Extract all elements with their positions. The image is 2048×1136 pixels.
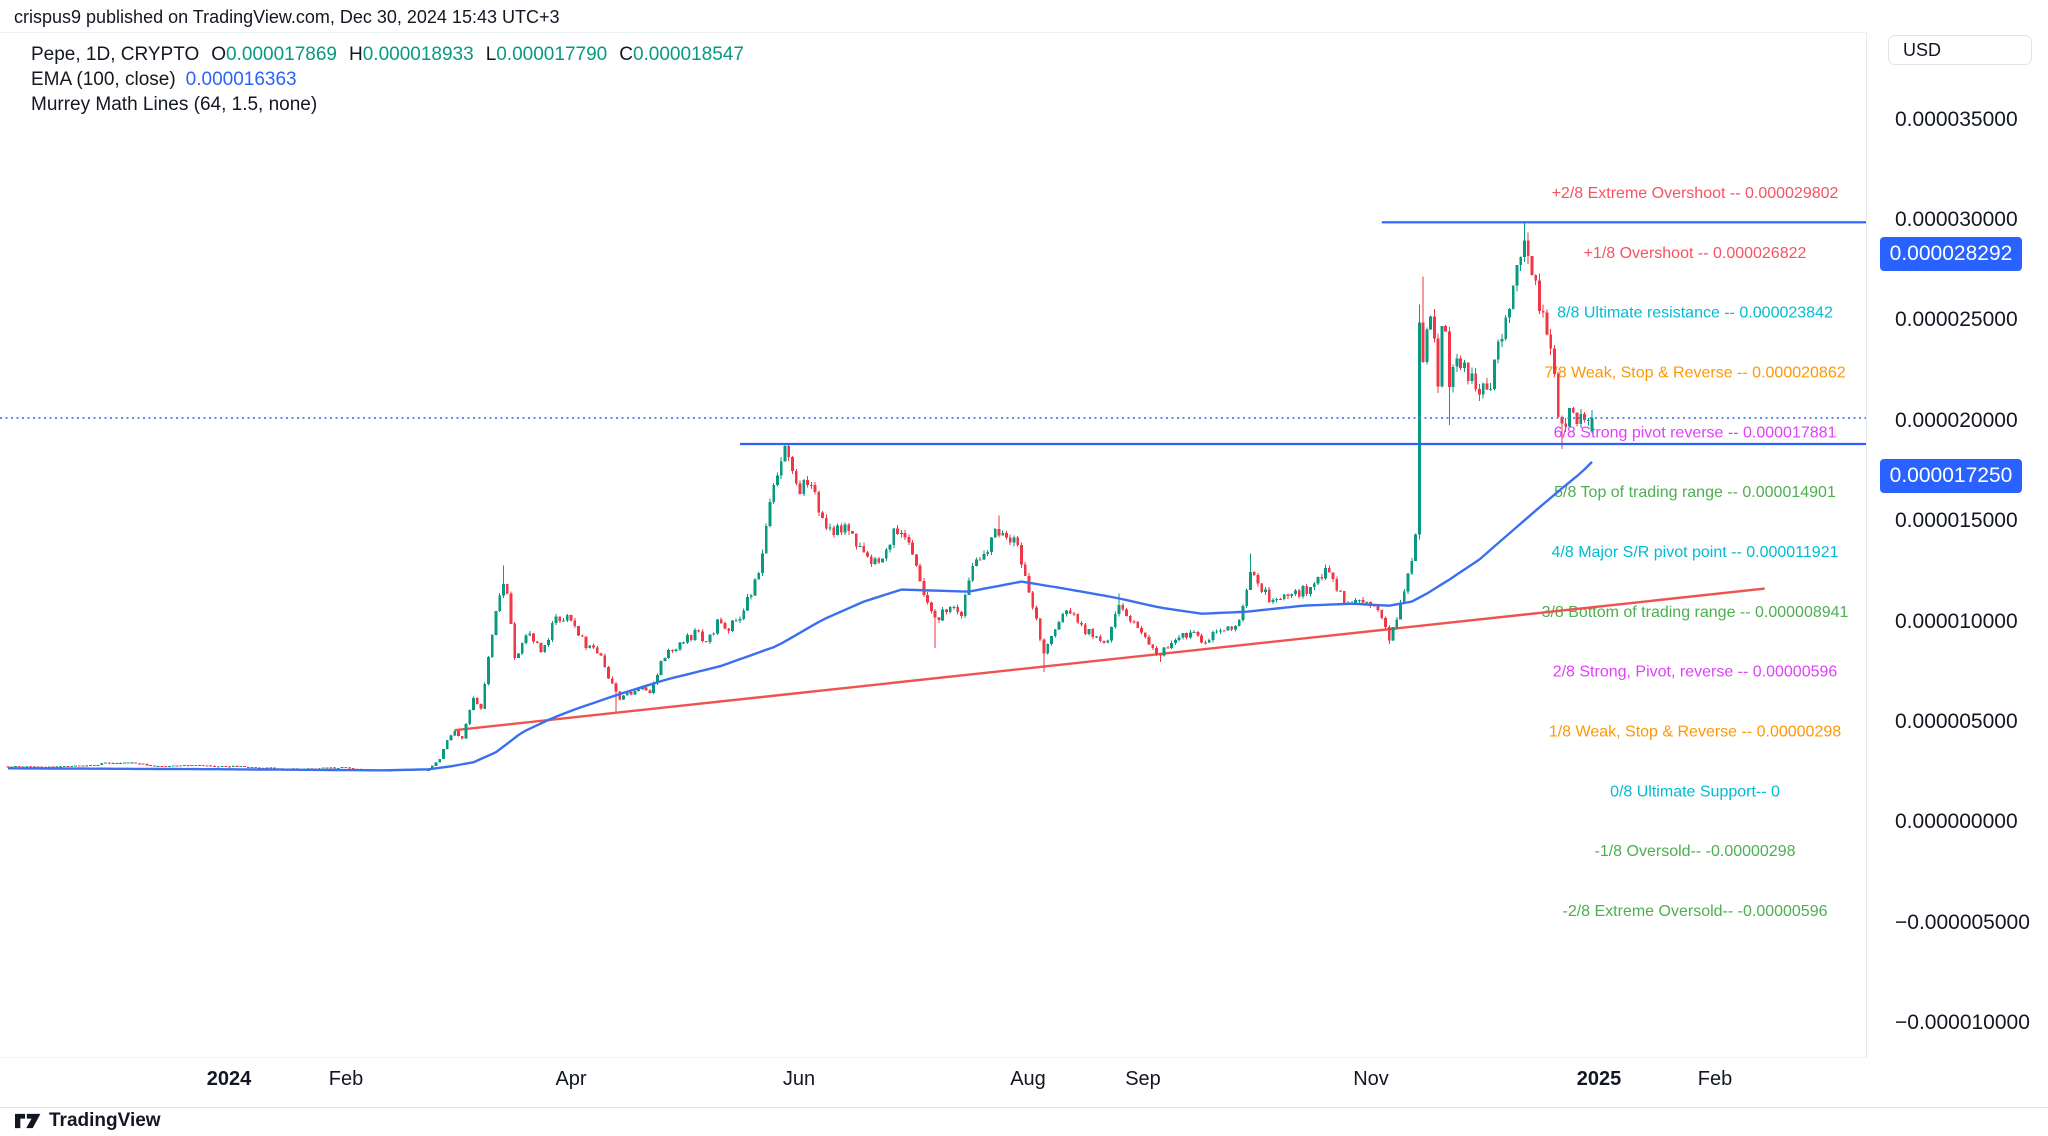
price-tick-label: 0.000005000 [1895, 710, 2018, 733]
price-tick-label: 0.000020000 [1895, 408, 2018, 432]
murrey-level-label: 5/8 Top of trading range -- 0.000014901 [1554, 484, 1836, 501]
time-axis-label: Feb [1697, 1068, 1733, 1090]
legend-ema-row: EMA (100, close) 0.000016363 [31, 67, 744, 92]
currency-text: USD [1903, 39, 1942, 60]
ohlc-key: C [619, 44, 633, 65]
legend-mml-row: Murrey Math Lines (64, 1.5, none) [31, 92, 744, 117]
murrey-level-label: -1/8 Oversold-- -0.00000298 [1595, 843, 1796, 860]
price-tick-label: −0.000005000 [1895, 910, 2030, 934]
ohlc-value: 0.000017869 [226, 44, 337, 65]
time-axis-label: Sep [1125, 1068, 1161, 1090]
time-axis-label: Aug [1010, 1068, 1046, 1090]
price-axis[interactable] [1867, 32, 2048, 1058]
time-axis-label: Feb [328, 1068, 364, 1090]
footer-divider [0, 1107, 2048, 1108]
time-axis-label: Apr [555, 1068, 587, 1090]
murrey-math-labels: +2/8 Extreme Overshoot -- 0.000029802 +1/… [1542, 185, 1849, 920]
time-axis[interactable]: 2024 Feb Apr Jun Aug Sep Nov 2025 Feb [0, 1058, 1866, 1106]
ohlc-values: O0.000017869 H0.000018933 L0.000017790 C0.0… [199, 44, 744, 65]
murrey-level-label: -2/8 Extreme Oversold-- -0.00000596 [1562, 903, 1827, 920]
tradingview-logo-icon [15, 1113, 41, 1129]
ohlc-key: H [349, 44, 363, 65]
price-tick-label: 0.000035000 [1895, 107, 2018, 131]
candlestick-series [6, 222, 1594, 772]
plot-bottom-border [0, 1057, 1866, 1058]
price-tick-label: 0.000025000 [1895, 308, 2018, 332]
mml-label: Murrey Math Lines (64, 1.5, none) [31, 94, 318, 115]
murrey-level-label: 1/8 Weak, Stop & Reverse -- 0.00000298 [1549, 724, 1841, 741]
currency-label: USD [1888, 35, 2032, 65]
time-axis-label: 2025 [1576, 1068, 1622, 1090]
tradingview-brand[interactable]: TradingView [15, 1110, 161, 1132]
publish-title: crispus9 published on TradingView.com, D… [14, 7, 560, 27]
ohlc-value: 0.000018547 [632, 44, 744, 65]
ohlc-key: O [211, 44, 227, 65]
time-axis-label: Nov [1353, 1068, 1389, 1090]
murrey-level-label: +2/8 Extreme Overshoot -- 0.000029802 [1552, 185, 1839, 202]
ema-label: EMA (100, close) [31, 69, 176, 90]
murrey-level-label: 7/8 Weak, Stop & Reverse -- 0.000020862 [1544, 365, 1845, 382]
murrey-level-label: 2/8 Strong, Pivot, reverse -- 0.00000596 [1553, 664, 1838, 681]
ohlc-key: L [485, 44, 497, 65]
price-tick-label: 0.000000000 [1895, 810, 2018, 834]
murrey-level-label: 4/8 Major S/R pivot point -- 0.000011921 [1552, 544, 1839, 561]
price-tick-label: 0.000030000 [1895, 208, 2018, 231]
price-chart[interactable]: +2/8 Extreme Overshoot -- 0.000029802 +1/… [0, 32, 1866, 1058]
murrey-level-label: 8/8 Ultimate resistance -- 0.000023842 [1557, 305, 1833, 322]
price-tick-label: 0.000015000 [1895, 509, 2018, 533]
time-axis-label: 2024 [206, 1068, 252, 1090]
price-axis-separator [1866, 32, 1867, 1058]
price-tick-label: −0.000010000 [1895, 1011, 2030, 1035]
ema-value: 0.000016363 [185, 69, 297, 90]
symbol-title: Pepe, 1D, CRYPTO [31, 44, 200, 65]
ohlc-value: 0.000018933 [362, 44, 474, 65]
header-divider [0, 32, 1866, 33]
legend-symbol-row: Pepe, 1D, CRYPTO O0.000017869 H0.000018933… [31, 42, 744, 67]
murrey-level-label: 3/8 Bottom of trading range -- 0.0000089… [1542, 604, 1849, 621]
murrey-level-label: +1/8 Overshoot -- 0.000026822 [1584, 245, 1807, 262]
price-line-badge: 0.000017250 [1880, 459, 2022, 494]
brand-text: TradingView [49, 1110, 161, 1131]
murrey-level-label: 0/8 Ultimate Support-- 0 [1610, 783, 1780, 800]
price-line-badge: 0.000028292 [1880, 237, 2022, 272]
murrey-level-label: 6/8 Strong pivot reverse -- 0.000017881 [1554, 424, 1837, 441]
price-tick-label: 0.000010000 [1895, 609, 2018, 633]
trendline[interactable] [454, 587, 1765, 732]
ema-line [8, 461, 1593, 772]
chart-legend: Pepe, 1D, CRYPTO O0.000017869 H0.000018933… [31, 42, 744, 117]
ohlc-value: 0.000017790 [496, 44, 608, 65]
time-axis-label: Jun [782, 1068, 816, 1090]
